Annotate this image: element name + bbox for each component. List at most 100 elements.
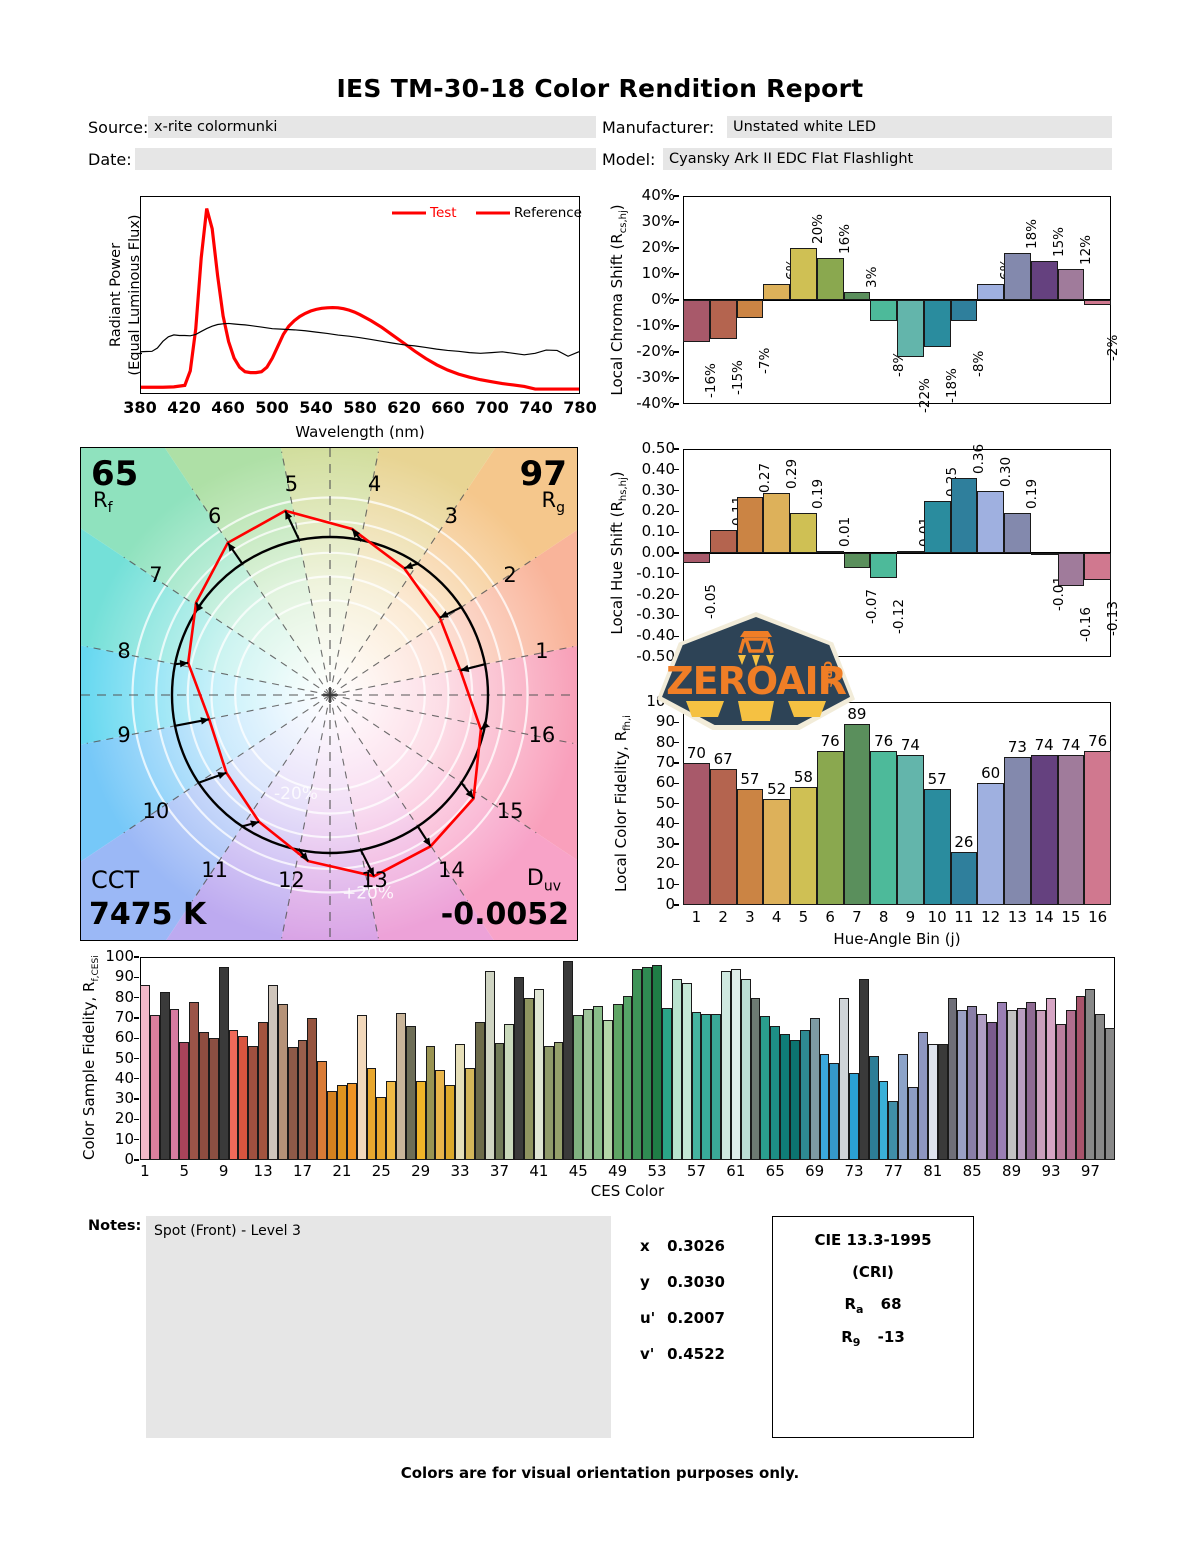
bar	[950, 852, 978, 905]
bar	[543, 1046, 554, 1160]
csf-x-axis-label: CES Color	[590, 1182, 665, 1200]
x-tick: 37	[489, 1162, 510, 1180]
bar	[1055, 1023, 1066, 1160]
y-tick-mark	[674, 823, 679, 825]
cvg-bin-label: 11	[201, 858, 229, 883]
rg-value: 97	[519, 454, 567, 494]
spd-chart: Test Reference	[140, 196, 582, 394]
rg-label: Rg	[542, 488, 565, 516]
bar	[986, 1021, 997, 1160]
bar	[504, 1023, 515, 1160]
footer-note: Colors are for visual orientation purpos…	[400, 1464, 800, 1482]
x-tick: 17	[292, 1162, 313, 1180]
date-value[interactable]	[135, 148, 596, 170]
bar	[169, 1008, 180, 1160]
cri-ra-label: R	[844, 1295, 856, 1313]
spd-xtick: 740	[519, 398, 553, 417]
svg-text:+20%: +20%	[342, 884, 394, 904]
bar	[843, 553, 871, 568]
bar	[709, 300, 737, 339]
cie-up-label: u'	[640, 1309, 656, 1327]
bar	[763, 284, 790, 300]
bar	[736, 789, 764, 905]
bar	[816, 258, 844, 300]
y-tick: 20%	[641, 238, 675, 256]
bar-value-label: 0.36	[970, 444, 987, 475]
y-tick: 70	[655, 752, 675, 771]
y-tick-mark	[674, 510, 679, 513]
bar	[683, 300, 710, 342]
bar	[465, 1067, 475, 1160]
bar	[878, 1080, 889, 1160]
bar-value-label: 76	[1088, 731, 1108, 750]
bar	[179, 1042, 190, 1160]
bar	[1057, 553, 1085, 587]
bar	[277, 1003, 288, 1160]
cct-value: 7475 K	[89, 897, 207, 932]
bar	[898, 1054, 909, 1160]
x-tick: 97	[1080, 1162, 1100, 1180]
bar-value-label: 58	[793, 768, 813, 787]
y-tick: 0.40	[641, 459, 675, 478]
x-tick: 2	[718, 908, 728, 926]
y-tick: 90	[655, 712, 675, 731]
spd-series-test	[141, 208, 579, 391]
spd-x-axis-label: Wavelength (nm)	[295, 423, 425, 441]
bar	[918, 1032, 928, 1160]
bar	[1016, 1007, 1027, 1160]
bar	[849, 1072, 859, 1160]
x-tick: 11	[954, 908, 974, 926]
y-tick-mark	[674, 273, 679, 275]
y-tick: 0.00	[641, 543, 675, 561]
spd-legend: Test Reference	[390, 203, 582, 223]
bar	[268, 985, 278, 1160]
lhs-ylabel-end: )	[608, 471, 626, 478]
bar-value-label: -0.16	[1077, 607, 1094, 643]
bar	[1065, 1009, 1076, 1160]
bar	[897, 550, 924, 553]
bar	[819, 1054, 830, 1160]
bar-value-label: 74	[1034, 735, 1054, 754]
notes-box[interactable]: Spot (Front) - Level 3	[146, 1216, 611, 1438]
y-tick-mark	[134, 1057, 139, 1060]
bar	[1057, 268, 1085, 300]
cct-label: CCT	[91, 866, 140, 894]
bar	[258, 1021, 269, 1160]
cvg-bin-label: 13	[361, 868, 388, 892]
spd-ylabel-line1: Radiant Power	[108, 242, 124, 348]
bar	[736, 496, 764, 553]
source-value[interactable]: x-rite colormunki	[148, 116, 596, 138]
bar	[622, 995, 633, 1160]
bar-value-label: 76	[820, 731, 840, 750]
bar	[750, 997, 761, 1160]
spd-xtick: 380	[123, 398, 157, 417]
spd-xtick: 660	[431, 398, 465, 417]
bar-value-label: -8%	[970, 350, 987, 377]
bar	[1095, 1013, 1106, 1160]
y-tick: -10%	[636, 316, 675, 334]
notes-text: Spot (Front) - Level 3	[154, 1223, 301, 1239]
x-tick: 53	[647, 1162, 667, 1180]
cvg-bin-label: 8	[117, 639, 131, 664]
cvg-bin-label: 12	[278, 868, 305, 892]
page-title: IES TM-30-18 Color Rendition Report	[336, 74, 864, 103]
lhs-ylabel-main: Local Hue Shift (R	[608, 501, 626, 635]
bar	[1084, 750, 1111, 905]
bar	[140, 985, 150, 1160]
x-tick: 77	[883, 1162, 903, 1180]
shift-arrow	[241, 820, 260, 828]
bar	[533, 989, 544, 1160]
y-tick-mark	[674, 552, 679, 554]
bar	[923, 501, 951, 553]
y-tick: 0	[665, 895, 675, 913]
lhs-y-axis-label: Local Hue Shift (Rhs,hj)	[608, 449, 816, 634]
manufacturer-value[interactable]: Unstated white LED	[727, 116, 1112, 138]
model-value[interactable]: Cyansky Ark II EDC Flat Flashlight	[663, 148, 1112, 170]
bar	[573, 1014, 584, 1160]
csf-y-ticks: 0 10 20 30 40 50 60 70 80 90 100	[95, 947, 139, 1168]
y-tick-mark	[674, 325, 679, 327]
zeroair-logo: ZEROAIR ORG	[657, 612, 855, 730]
y-tick: 40%	[641, 186, 675, 204]
color-sample-fidelity-chart	[140, 957, 1115, 1160]
y-tick: -0.30	[636, 605, 675, 624]
